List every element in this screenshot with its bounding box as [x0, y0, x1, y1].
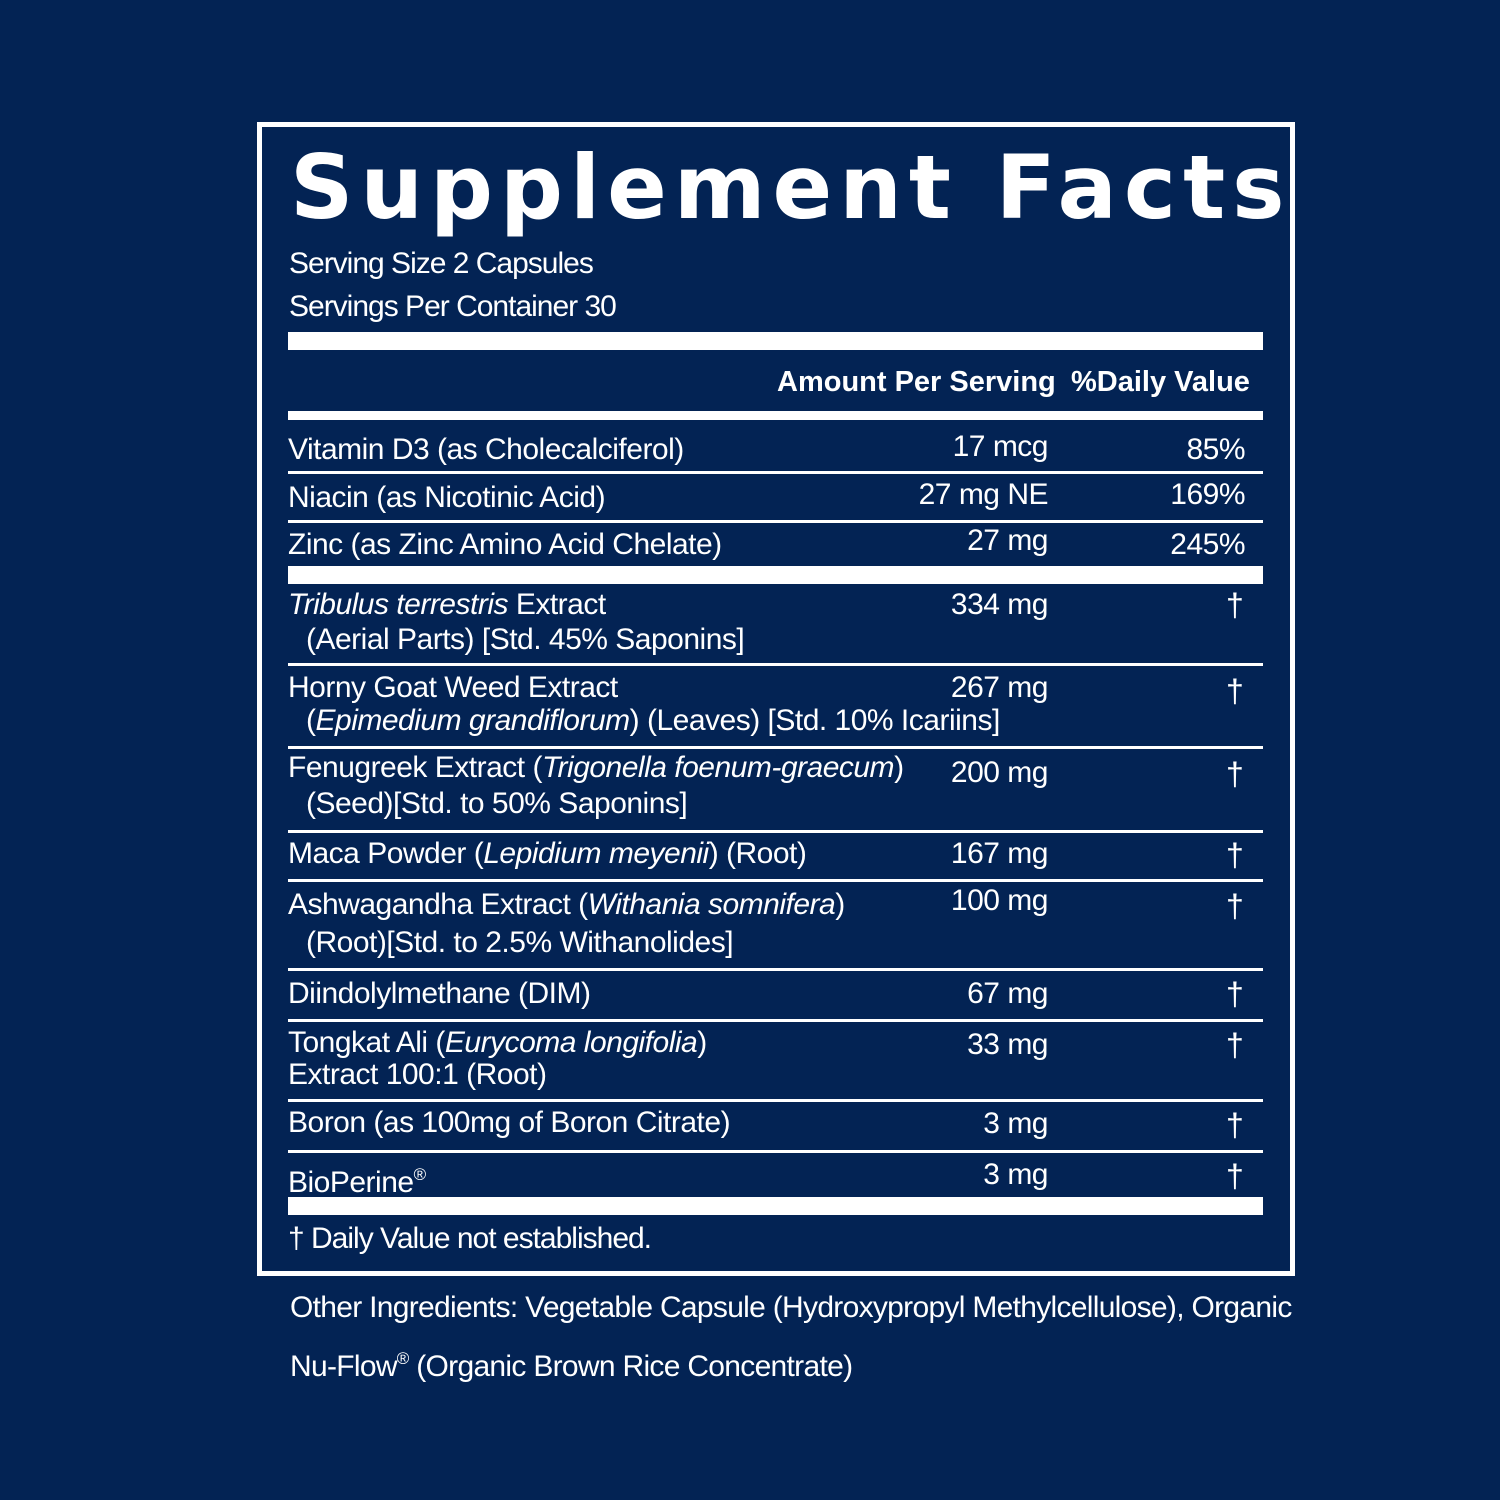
- vitamin-d3-name: Vitamin D3 (as Cholecalciferol): [288, 433, 684, 466]
- horny-goat-weed-detail: (Epimedium grandiflorum) (Leaves) [Std. …: [306, 704, 1000, 737]
- supplement-facts-panel: [257, 122, 1295, 1276]
- maca-dv: †: [1226, 837, 1244, 873]
- boron-name: Boron (as 100mg of Boron Citrate): [288, 1106, 731, 1139]
- dim-name: Diindolylmethane (DIM): [288, 977, 591, 1010]
- niacin-amount: 27 mg NE: [918, 478, 1049, 511]
- daily-value-footnote: † Daily Value not established.: [288, 1222, 652, 1255]
- row-divider: [288, 1019, 1263, 1022]
- thick-divider: [288, 566, 1263, 584]
- row-divider: [288, 1150, 1263, 1153]
- fenugreek-amount: 200 mg: [950, 756, 1049, 789]
- header-divider: [288, 411, 1263, 420]
- tongkat-ali-dv: †: [1226, 1027, 1244, 1063]
- other-ingredients-line2: Nu-Flow® (Organic Brown Rice Concentrate…: [290, 1349, 853, 1383]
- horny-goat-weed-dv: †: [1226, 673, 1244, 709]
- tribulus-name: Tribulus terrestris Extract: [288, 588, 606, 621]
- serving-size: Serving Size 2 Capsules: [289, 247, 594, 280]
- fenugreek-dv: †: [1226, 756, 1244, 792]
- ashwagandha-dv: †: [1226, 888, 1244, 924]
- ashwagandha-name: Ashwagandha Extract (Withania somnifera): [288, 888, 845, 921]
- row-divider: [288, 746, 1263, 749]
- row-divider: [288, 879, 1263, 882]
- row-divider: [288, 471, 1263, 474]
- row-divider: [288, 520, 1263, 523]
- dim-dv: †: [1226, 976, 1244, 1012]
- zinc-name: Zinc (as Zinc Amino Acid Chelate): [288, 528, 722, 561]
- servings-per-container: Servings Per Container 30: [289, 290, 617, 323]
- amount-header: Amount Per Serving: [777, 366, 1056, 398]
- maca-name: Maca Powder (Lepidium meyenii) (Root): [288, 837, 807, 870]
- horny-goat-weed-amount: 267 mg: [950, 671, 1049, 704]
- other-ingredients-line1: Other Ingredients: Vegetable Capsule (Hy…: [290, 1291, 1292, 1324]
- bioperine-name: BioPerine®: [288, 1165, 427, 1199]
- tribulus-detail: (Aerial Parts) [Std. 45% Saponins]: [306, 623, 745, 656]
- tribulus-dv: †: [1226, 587, 1244, 623]
- panel-title: Supplement Facts: [290, 136, 1292, 239]
- boron-dv: †: [1226, 1107, 1244, 1143]
- zinc-amount: 27 mg: [967, 524, 1048, 557]
- registered-mark: ®: [396, 1349, 410, 1368]
- tongkat-ali-detail: Extract 100:1 (Root): [288, 1058, 547, 1091]
- daily-value-header: %Daily Value: [1071, 366, 1250, 398]
- horny-goat-weed-name: Horny Goat Weed Extract: [288, 671, 618, 704]
- niacin-dv: 169%: [1170, 478, 1245, 511]
- bioperine-dv: †: [1226, 1158, 1244, 1194]
- row-divider: [288, 830, 1263, 833]
- row-divider: [288, 663, 1263, 666]
- vitamin-d3-amount: 17 mcg: [952, 430, 1049, 463]
- tribulus-amount: 334 mg: [950, 588, 1049, 621]
- fenugreek-detail: (Seed)[Std. to 50% Saponins]: [306, 787, 688, 820]
- registered-mark: ®: [413, 1165, 427, 1184]
- boron-amount: 3 mg: [983, 1107, 1048, 1140]
- row-divider: [288, 1099, 1263, 1102]
- tongkat-ali-amount: 33 mg: [967, 1028, 1048, 1061]
- thick-divider: [288, 1197, 1263, 1215]
- tongkat-ali-name: Tongkat Ali (Eurycoma longifolia): [288, 1026, 707, 1059]
- niacin-name: Niacin (as Nicotinic Acid): [288, 481, 606, 514]
- thick-divider: [288, 332, 1263, 350]
- ashwagandha-amount: 100 mg: [950, 884, 1049, 917]
- maca-amount: 167 mg: [950, 837, 1049, 870]
- fenugreek-name: Fenugreek Extract (Trigonella foenum-gra…: [288, 751, 904, 784]
- zinc-dv: 245%: [1170, 528, 1245, 561]
- row-divider: [288, 968, 1263, 971]
- bioperine-amount: 3 mg: [983, 1158, 1048, 1191]
- ashwagandha-detail: (Root)[Std. to 2.5% Withanolides]: [306, 926, 734, 959]
- dim-amount: 67 mg: [967, 977, 1048, 1010]
- vitamin-d3-dv: 85%: [1186, 433, 1245, 466]
